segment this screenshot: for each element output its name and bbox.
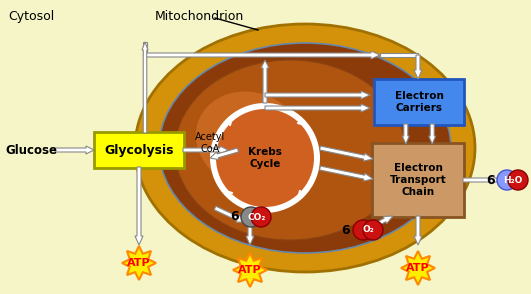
Text: Krebs
Cycle: Krebs Cycle bbox=[248, 147, 282, 169]
Text: 6: 6 bbox=[341, 223, 350, 236]
Polygon shape bbox=[401, 251, 435, 285]
Polygon shape bbox=[122, 246, 156, 280]
Polygon shape bbox=[145, 51, 380, 59]
Polygon shape bbox=[142, 42, 148, 133]
Ellipse shape bbox=[175, 60, 405, 240]
Polygon shape bbox=[233, 253, 267, 287]
Text: CO₂: CO₂ bbox=[248, 213, 266, 221]
Polygon shape bbox=[429, 124, 436, 144]
Circle shape bbox=[251, 207, 271, 227]
Polygon shape bbox=[55, 146, 94, 154]
Polygon shape bbox=[210, 148, 238, 160]
Ellipse shape bbox=[135, 24, 475, 272]
Polygon shape bbox=[380, 53, 418, 57]
Circle shape bbox=[363, 220, 383, 240]
Polygon shape bbox=[402, 124, 409, 144]
Polygon shape bbox=[414, 216, 422, 245]
Circle shape bbox=[241, 207, 261, 227]
Polygon shape bbox=[354, 216, 393, 237]
Text: Electron
Transport
Chain: Electron Transport Chain bbox=[390, 163, 447, 197]
Text: ATP: ATP bbox=[406, 263, 430, 273]
Circle shape bbox=[216, 109, 314, 207]
Polygon shape bbox=[320, 146, 373, 161]
Circle shape bbox=[508, 170, 528, 190]
Text: Electron
Carriers: Electron Carriers bbox=[395, 91, 443, 113]
Circle shape bbox=[210, 103, 320, 213]
Ellipse shape bbox=[196, 91, 304, 188]
Text: Cytosol: Cytosol bbox=[8, 10, 54, 23]
Polygon shape bbox=[265, 104, 370, 112]
Polygon shape bbox=[214, 206, 245, 222]
Circle shape bbox=[353, 220, 373, 240]
FancyBboxPatch shape bbox=[372, 143, 464, 217]
Text: Glucose: Glucose bbox=[5, 143, 57, 156]
Polygon shape bbox=[183, 146, 228, 154]
Text: ATP: ATP bbox=[127, 258, 151, 268]
FancyBboxPatch shape bbox=[374, 79, 464, 125]
Text: O₂: O₂ bbox=[362, 225, 374, 235]
Text: Glycolysis: Glycolysis bbox=[104, 143, 174, 156]
Text: Mitochondrion: Mitochondrion bbox=[155, 10, 244, 23]
Polygon shape bbox=[463, 176, 500, 184]
Polygon shape bbox=[261, 60, 269, 103]
Circle shape bbox=[497, 170, 517, 190]
Text: 6: 6 bbox=[487, 173, 495, 186]
Text: Acetyl
CoA: Acetyl CoA bbox=[195, 132, 225, 154]
Polygon shape bbox=[414, 55, 422, 79]
Polygon shape bbox=[246, 213, 254, 245]
Text: ATP: ATP bbox=[238, 265, 262, 275]
Polygon shape bbox=[143, 42, 147, 55]
Polygon shape bbox=[135, 167, 143, 245]
FancyBboxPatch shape bbox=[94, 132, 184, 168]
Text: H₂O: H₂O bbox=[503, 176, 523, 185]
Text: 6: 6 bbox=[230, 211, 239, 223]
Polygon shape bbox=[320, 166, 373, 181]
Ellipse shape bbox=[159, 43, 451, 253]
Polygon shape bbox=[265, 91, 370, 99]
